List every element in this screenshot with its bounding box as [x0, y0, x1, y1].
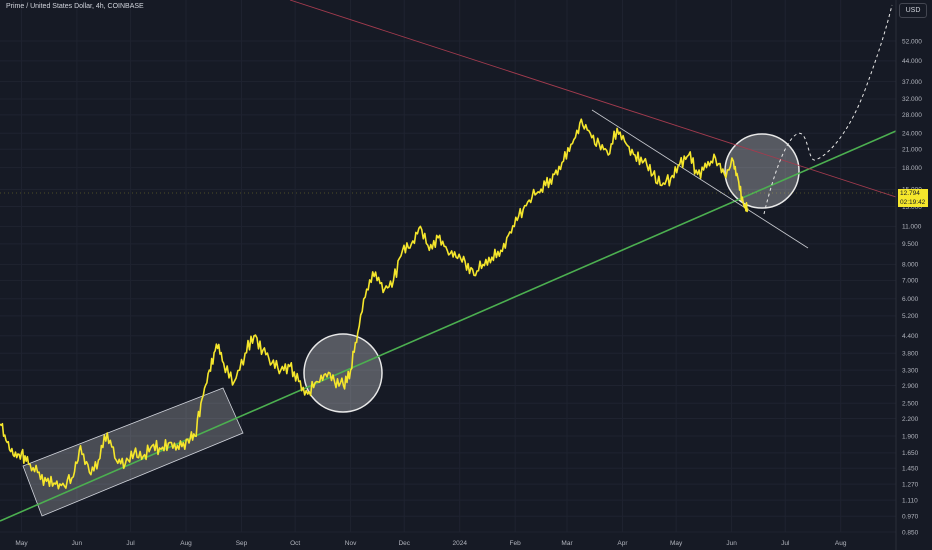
highlight-circle-oct	[303, 333, 383, 413]
x-tick-label: Dec	[398, 540, 410, 547]
trend-lines	[0, 0, 897, 522]
y-tick-label: 52.000	[902, 38, 922, 45]
y-tick-label: 44.000	[902, 58, 922, 65]
x-tick-label: 2024	[452, 540, 467, 547]
highlight-circles	[303, 133, 800, 413]
x-axis: May Jun Jul Aug Sep Oct Nov Dec 2024 Feb Mar Apr May…	[15, 540, 847, 547]
chart-title: Prime / United States Dollar, 4h, COINBA…	[6, 3, 144, 10]
x-tick-label: May	[670, 540, 683, 547]
y-tick-label: 5.200	[902, 313, 919, 320]
y-tick-label: 32.000	[902, 96, 922, 103]
y-tick-label: 0.970	[902, 514, 919, 521]
y-tick-label: 13.000	[902, 204, 922, 211]
y-tick-label: 1.450	[902, 466, 919, 473]
x-tick-label: Apr	[617, 540, 628, 547]
y-tick-label: 4.400	[902, 333, 919, 340]
y-tick-label: 3.300	[902, 367, 919, 374]
y-tick-label: 6.000	[902, 296, 919, 303]
resistance-trendline	[289, 0, 897, 198]
y-tick-label: 2.500	[902, 401, 919, 408]
lower-trendline	[591, 109, 809, 249]
channel-rectangle	[22, 387, 244, 517]
y-axis-panel	[896, 0, 932, 550]
y-tick-label: 9.500	[902, 241, 919, 248]
y-tick-label: 1.270	[902, 481, 919, 488]
x-tick-label: Oct	[290, 540, 300, 547]
y-tick-label: 18.000	[902, 165, 922, 172]
y-tick-label: 1.900	[902, 433, 919, 440]
currency-selector[interactable]: USD	[899, 3, 927, 18]
support-trendline	[0, 130, 897, 522]
price-line	[0, 118, 749, 490]
y-tick-label: 28.000	[902, 112, 922, 119]
x-tick-label: Sep	[236, 540, 248, 547]
x-tick-label: May	[15, 540, 28, 547]
x-tick-label: Jun	[726, 540, 737, 547]
ascending-channel-rectangle	[22, 387, 244, 517]
x-tick-label: Jun	[72, 540, 83, 547]
highlight-circle-jun	[724, 133, 800, 209]
x-tick-label: Aug	[180, 540, 192, 547]
y-tick-label: 2.900	[902, 383, 919, 390]
projection-dashed-line	[763, 4, 893, 215]
projected-path	[763, 4, 893, 215]
x-tick-label: Mar	[561, 540, 573, 547]
last-price-label: 12.794	[898, 189, 928, 198]
chart-grid	[0, 0, 896, 533]
y-tick-label: 2.200	[902, 416, 919, 423]
x-tick-label: Nov	[345, 540, 357, 547]
y-tick-label: 8.000	[902, 262, 919, 269]
y-tick-label: 11.000	[902, 224, 922, 231]
x-tick-label: Jul	[781, 540, 790, 547]
price-series	[0, 118, 749, 490]
y-tick-label: 1.650	[902, 450, 919, 457]
y-tick-label: 3.800	[902, 351, 919, 358]
y-tick-label: 7.000	[902, 278, 919, 285]
x-tick-label: Feb	[510, 540, 522, 547]
y-tick-label: 1.110	[902, 497, 918, 504]
y-tick-label: 24.000	[902, 131, 922, 138]
bar-countdown-label: 02:19:42	[898, 198, 928, 207]
y-tick-label: 0.850	[902, 529, 919, 536]
y-axis: 0.850 0.970 1.110 1.270 1.450 1.650 1.900 2.200…	[895, 0, 932, 550]
y-tick-label: 21.000	[902, 147, 922, 154]
y-tick-label: 37.000	[902, 79, 922, 86]
x-tick-label: Aug	[835, 540, 847, 547]
x-tick-label: Jul	[126, 540, 135, 547]
